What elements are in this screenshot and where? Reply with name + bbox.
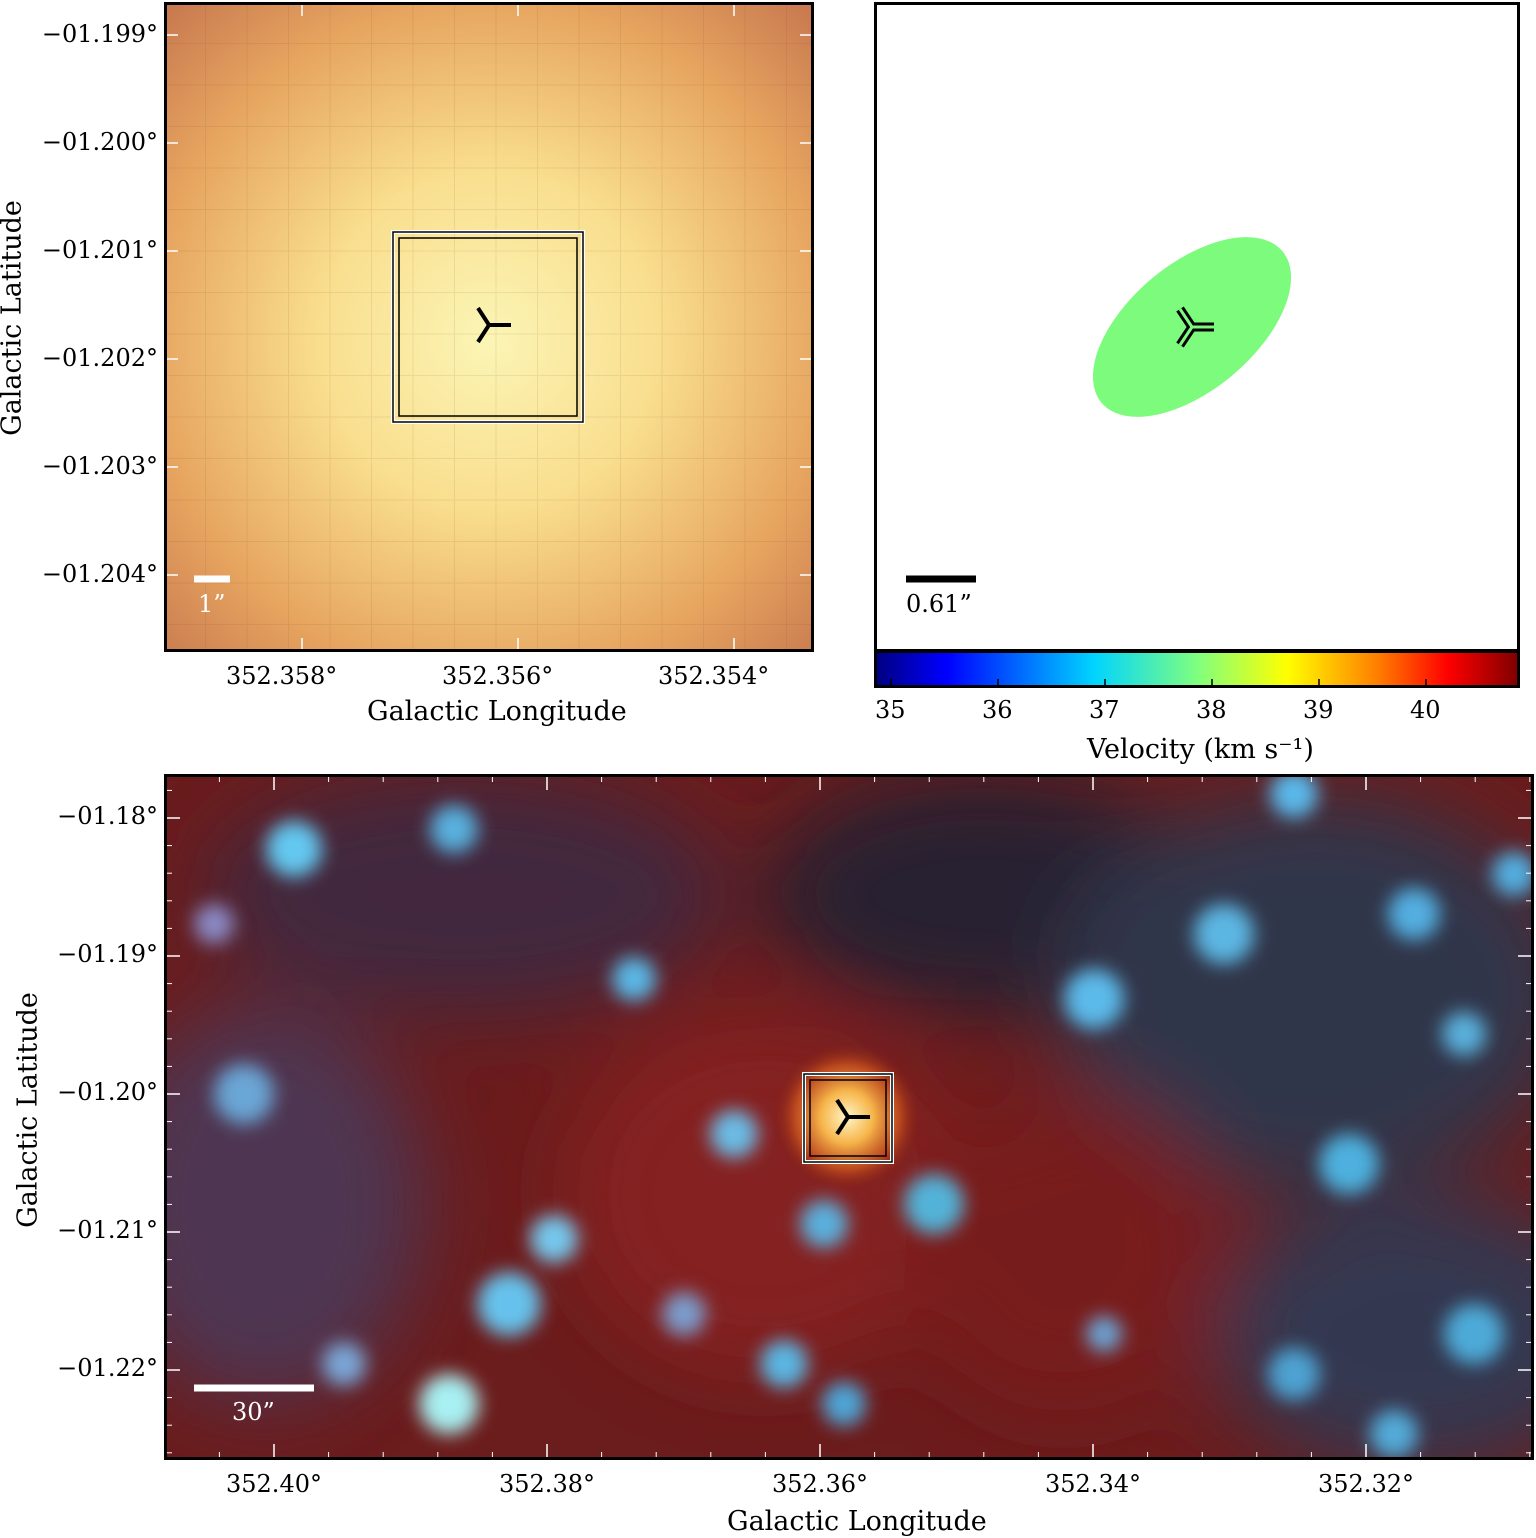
x-axis-title: Galactic Longitude — [367, 696, 627, 727]
colorbar-tick-label: 36 — [982, 696, 1013, 724]
colorbar — [874, 650, 1520, 688]
y-tick-label: −01.204° — [41, 560, 158, 588]
colorbar-label: Velocity (km s⁻¹) — [1087, 734, 1314, 765]
velocity-map — [874, 2, 1520, 652]
colorbar-tick-label: 39 — [1303, 696, 1334, 724]
y-tick-label: −01.201° — [41, 236, 158, 264]
source-marker-icon — [835, 1098, 870, 1136]
scale-bar-label: 1” — [198, 590, 226, 618]
y-tick-label: −01.199° — [41, 20, 158, 48]
x-tick-label: 352.40° — [226, 1470, 322, 1498]
y-tick-label: −01.203° — [41, 452, 158, 480]
colorbar-tick-label: 40 — [1410, 696, 1441, 724]
x-tick-label: 352.358° — [226, 662, 338, 690]
bottom-panel: 30” −01.18° −01.19° −01.20° −01.21° −01.… — [0, 770, 1536, 1538]
scale-bar-label: 30” — [232, 1398, 275, 1426]
y-tick-label: −01.19° — [57, 940, 158, 968]
top-left-panel: 1” −01.199° −01.200° −01.201° −01.202° −… — [0, 0, 860, 740]
x-tick-label: 352.36° — [772, 1470, 868, 1498]
y-tick-label: −01.200° — [41, 128, 158, 156]
colorbar-tick-label: 37 — [1089, 696, 1120, 724]
y-tick-label: −01.21° — [57, 1216, 158, 1244]
x-tick-label: 352.354° — [658, 662, 770, 690]
scale-bar-label: 0.61” — [906, 590, 972, 618]
x-tick-label: 352.38° — [499, 1470, 595, 1498]
top-right-panel: 0.61” 35 36 37 38 39 40 Velocity (km s⁻¹… — [860, 0, 1536, 770]
y-tick-label: −01.18° — [57, 802, 158, 830]
top-left-map — [164, 2, 814, 652]
x-tick-label: 352.356° — [442, 662, 554, 690]
source-marker-icon — [476, 306, 511, 344]
y-tick-label: −01.202° — [41, 344, 158, 372]
x-tick-label: 352.34° — [1045, 1470, 1141, 1498]
colorbar-tick-label: 38 — [1196, 696, 1227, 724]
bottom-map — [164, 774, 1534, 1460]
y-tick-label: −01.20° — [57, 1078, 158, 1106]
y-tick-label: −01.22° — [57, 1354, 158, 1382]
y-axis-title: Galactic Latitude — [12, 992, 44, 1228]
x-tick-label: 352.32° — [1318, 1470, 1414, 1498]
y-axis-title: Galactic Latitude — [0, 200, 28, 436]
x-axis-title: Galactic Longitude — [727, 1506, 987, 1537]
colorbar-tick-label: 35 — [875, 696, 906, 724]
